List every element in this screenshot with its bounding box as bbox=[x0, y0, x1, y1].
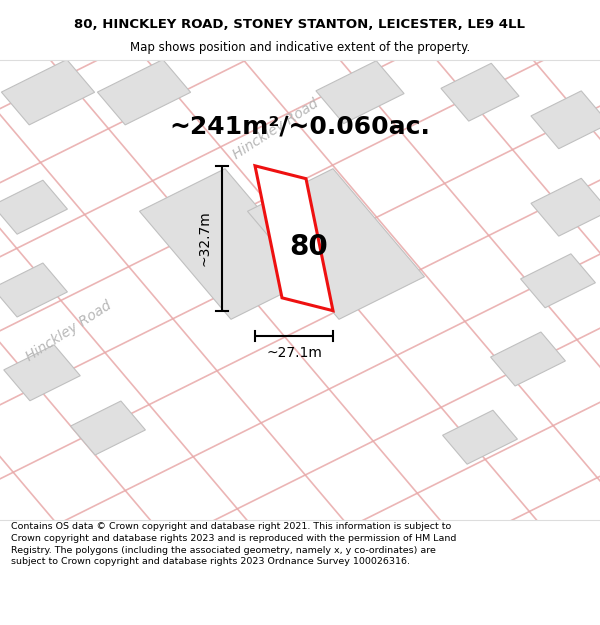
Polygon shape bbox=[247, 169, 425, 319]
Text: ~241m²/~0.060ac.: ~241m²/~0.060ac. bbox=[170, 115, 430, 139]
Text: Hinckley Road: Hinckley Road bbox=[230, 96, 322, 162]
Polygon shape bbox=[531, 178, 600, 236]
Polygon shape bbox=[255, 166, 333, 311]
Polygon shape bbox=[521, 254, 595, 308]
Polygon shape bbox=[491, 332, 565, 386]
Polygon shape bbox=[441, 63, 519, 121]
Polygon shape bbox=[1, 59, 95, 125]
Polygon shape bbox=[4, 345, 80, 401]
Polygon shape bbox=[0, 263, 67, 317]
Polygon shape bbox=[71, 401, 145, 455]
Text: ~27.1m: ~27.1m bbox=[266, 346, 322, 360]
Polygon shape bbox=[443, 410, 517, 464]
Polygon shape bbox=[0, 180, 67, 234]
Text: Hinckley Road: Hinckley Road bbox=[23, 299, 115, 364]
Text: 80: 80 bbox=[290, 234, 328, 261]
Text: 80, HINCKLEY ROAD, STONEY STANTON, LEICESTER, LE9 4LL: 80, HINCKLEY ROAD, STONEY STANTON, LEICE… bbox=[74, 18, 526, 31]
Polygon shape bbox=[531, 91, 600, 149]
Text: Map shows position and indicative extent of the property.: Map shows position and indicative extent… bbox=[130, 41, 470, 54]
Polygon shape bbox=[97, 59, 191, 125]
Text: ~32.7m: ~32.7m bbox=[197, 211, 211, 266]
Polygon shape bbox=[139, 169, 317, 319]
Text: Contains OS data © Crown copyright and database right 2021. This information is : Contains OS data © Crown copyright and d… bbox=[11, 522, 456, 566]
Polygon shape bbox=[316, 61, 404, 124]
